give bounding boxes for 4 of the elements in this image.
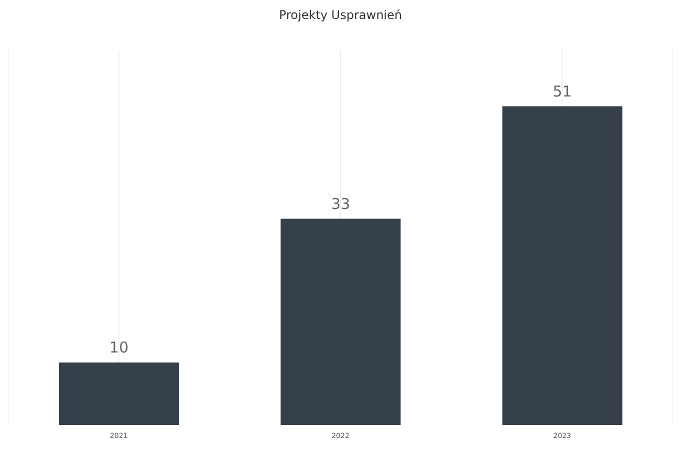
data-label: 10 bbox=[109, 338, 129, 356]
data-label: 33 bbox=[331, 194, 350, 213]
chart-title: Projekty Usprawnień bbox=[278, 8, 403, 24]
data-label: 51 bbox=[552, 82, 572, 100]
